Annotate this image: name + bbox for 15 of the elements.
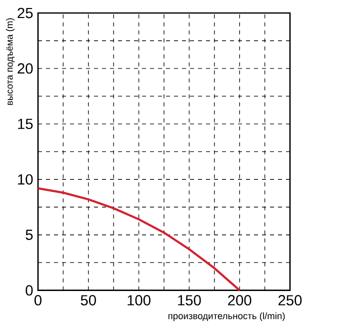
y-tick-label: 5 <box>26 230 33 240</box>
y-axis-title: высота подъёма (m) <box>6 18 15 106</box>
y-tick-label: 10 <box>18 174 33 185</box>
y-tick-label: 25 <box>18 8 33 18</box>
x-tick-label: 100 <box>128 295 150 306</box>
y-tick-label: 0 <box>26 285 33 296</box>
x-tick-label: 150 <box>178 295 201 306</box>
line-series <box>36 187 241 292</box>
x-tick-label: 200 <box>228 295 252 306</box>
x-tick-label: 250 <box>278 295 302 306</box>
x-tick-label: 50 <box>80 295 96 306</box>
y-tick-label: 15 <box>18 119 33 130</box>
x-tick-label: 0 <box>34 295 42 306</box>
y-tick-label: 20 <box>18 64 33 74</box>
x-axis-title: производительность (l/min) <box>168 312 285 322</box>
